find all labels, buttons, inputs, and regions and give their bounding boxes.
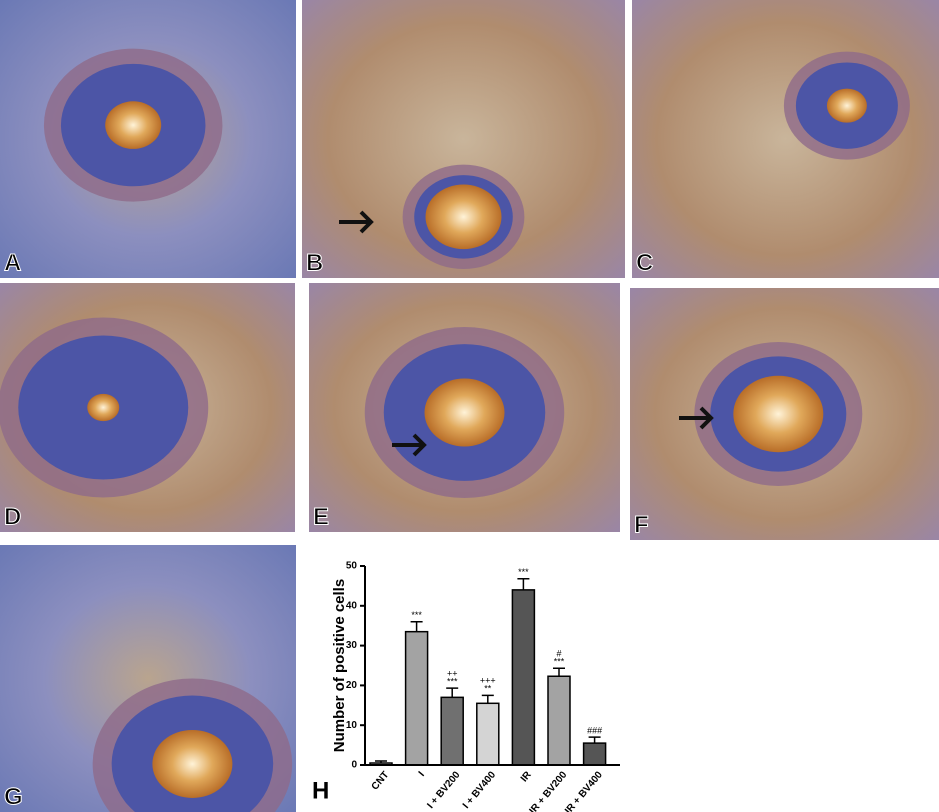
- x-tick-label: IR + BV400: [563, 769, 605, 812]
- bar: [582, 742, 607, 766]
- error-bar: [553, 667, 565, 677]
- x-tick-label: IR + BV200: [527, 769, 569, 812]
- panel-label: D: [4, 503, 21, 530]
- x-tick-label: I + BV200: [425, 769, 462, 811]
- micrograph-panel: G: [0, 545, 296, 812]
- panel-label: A: [4, 249, 21, 276]
- bar: [404, 630, 429, 766]
- error-bar: [410, 620, 423, 632]
- panel-label: B: [306, 249, 323, 276]
- x-tick-label: I: [417, 769, 427, 778]
- y-tick-label: 10: [346, 720, 358, 731]
- error-bar: [446, 687, 459, 698]
- micrograph-panel: D: [0, 283, 295, 532]
- bar: [511, 589, 536, 766]
- panel-label: H: [312, 777, 329, 804]
- error-bar: [588, 736, 601, 744]
- x-tick-label: I + BV400: [461, 769, 498, 811]
- oocyte: [87, 393, 120, 422]
- significance-label: ***: [518, 567, 529, 577]
- micrograph-panel: F: [630, 288, 939, 540]
- micrograph-panel: E: [309, 283, 620, 532]
- oocyte: [152, 729, 233, 798]
- significance-label: **: [484, 684, 492, 694]
- x-tick-label: IR: [519, 769, 534, 784]
- micrograph-panel: C: [632, 0, 939, 278]
- oocyte: [826, 88, 867, 123]
- panel-label: E: [313, 503, 329, 530]
- arrow: [392, 433, 427, 457]
- oocyte: [425, 184, 502, 250]
- bar: [547, 675, 571, 766]
- y-tick-label: 20: [346, 680, 358, 691]
- significance-label: +++: [480, 676, 496, 686]
- oocyte: [424, 378, 505, 447]
- error-bar: [375, 760, 387, 764]
- y-axis-label: Number of positive cells: [331, 579, 348, 752]
- significance-label: ***: [554, 657, 565, 667]
- oocyte: [733, 375, 824, 453]
- bar: [476, 702, 500, 766]
- significance-label: ###: [587, 726, 602, 736]
- arrow: [679, 406, 714, 430]
- micrograph-panel: B: [302, 0, 625, 278]
- significance-label: #: [556, 649, 561, 659]
- panel-label: G: [4, 783, 23, 810]
- significance-label: ++: [447, 669, 458, 679]
- y-tick-label: 0: [351, 760, 357, 771]
- x-tick-label: CNT: [370, 770, 392, 793]
- bar: [440, 696, 464, 766]
- arrow: [339, 210, 374, 234]
- y-tick-label: 30: [346, 640, 358, 651]
- panel-label: C: [636, 249, 653, 276]
- error-bar: [517, 577, 530, 590]
- significance-label: ***: [411, 610, 422, 620]
- error-bar: [481, 694, 494, 704]
- y-tick-label: 40: [346, 600, 358, 611]
- significance-label: ***: [447, 677, 458, 687]
- panel-label: F: [634, 511, 649, 538]
- oocyte: [105, 101, 162, 149]
- micrograph-panel: A: [0, 0, 296, 278]
- y-tick-label: 50: [346, 561, 358, 572]
